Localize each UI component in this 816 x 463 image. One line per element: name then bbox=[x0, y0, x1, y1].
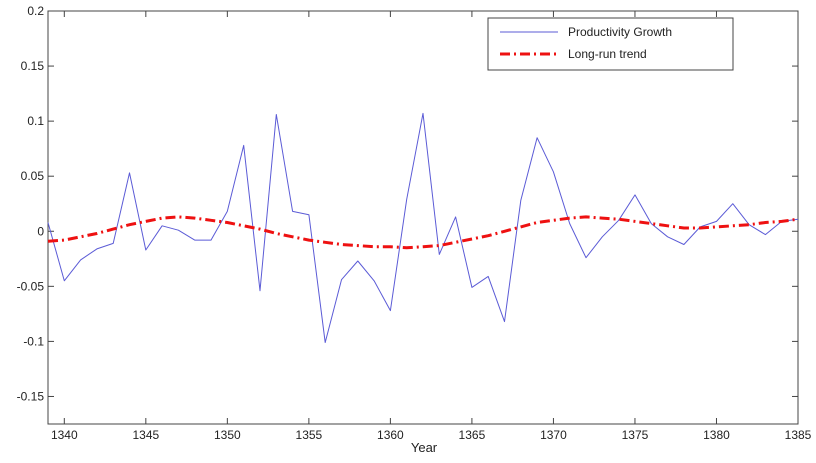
y-tick-label: 0.1 bbox=[27, 114, 44, 128]
y-tick-label: 0.05 bbox=[21, 169, 45, 183]
x-tick-label: 1380 bbox=[703, 428, 730, 442]
y-tick-label: 0.15 bbox=[21, 59, 45, 73]
x-tick-label: 1360 bbox=[377, 428, 404, 442]
x-tick-label: 1365 bbox=[459, 428, 486, 442]
y-tick-label: 0.2 bbox=[27, 4, 44, 18]
x-tick-label: 1340 bbox=[51, 428, 78, 442]
x-axis-label: Year bbox=[411, 440, 438, 455]
legend-label: Long-run trend bbox=[568, 47, 647, 61]
x-tick-label: 1355 bbox=[296, 428, 323, 442]
legend-label: Productivity Growth bbox=[568, 25, 672, 39]
y-tick-label: -0.05 bbox=[17, 279, 45, 293]
x-tick-label: 1375 bbox=[622, 428, 649, 442]
legend: Productivity Growth Long-run trend bbox=[488, 18, 733, 70]
x-tick-label: 1385 bbox=[785, 428, 812, 442]
x-tick-label: 1345 bbox=[132, 428, 159, 442]
x-tick-label: 1370 bbox=[540, 428, 567, 442]
x-tick-label: 1350 bbox=[214, 428, 241, 442]
y-tick-label: -0.15 bbox=[17, 389, 45, 403]
y-tick-label: 0 bbox=[37, 224, 44, 238]
y-tick-label: -0.1 bbox=[23, 334, 44, 348]
